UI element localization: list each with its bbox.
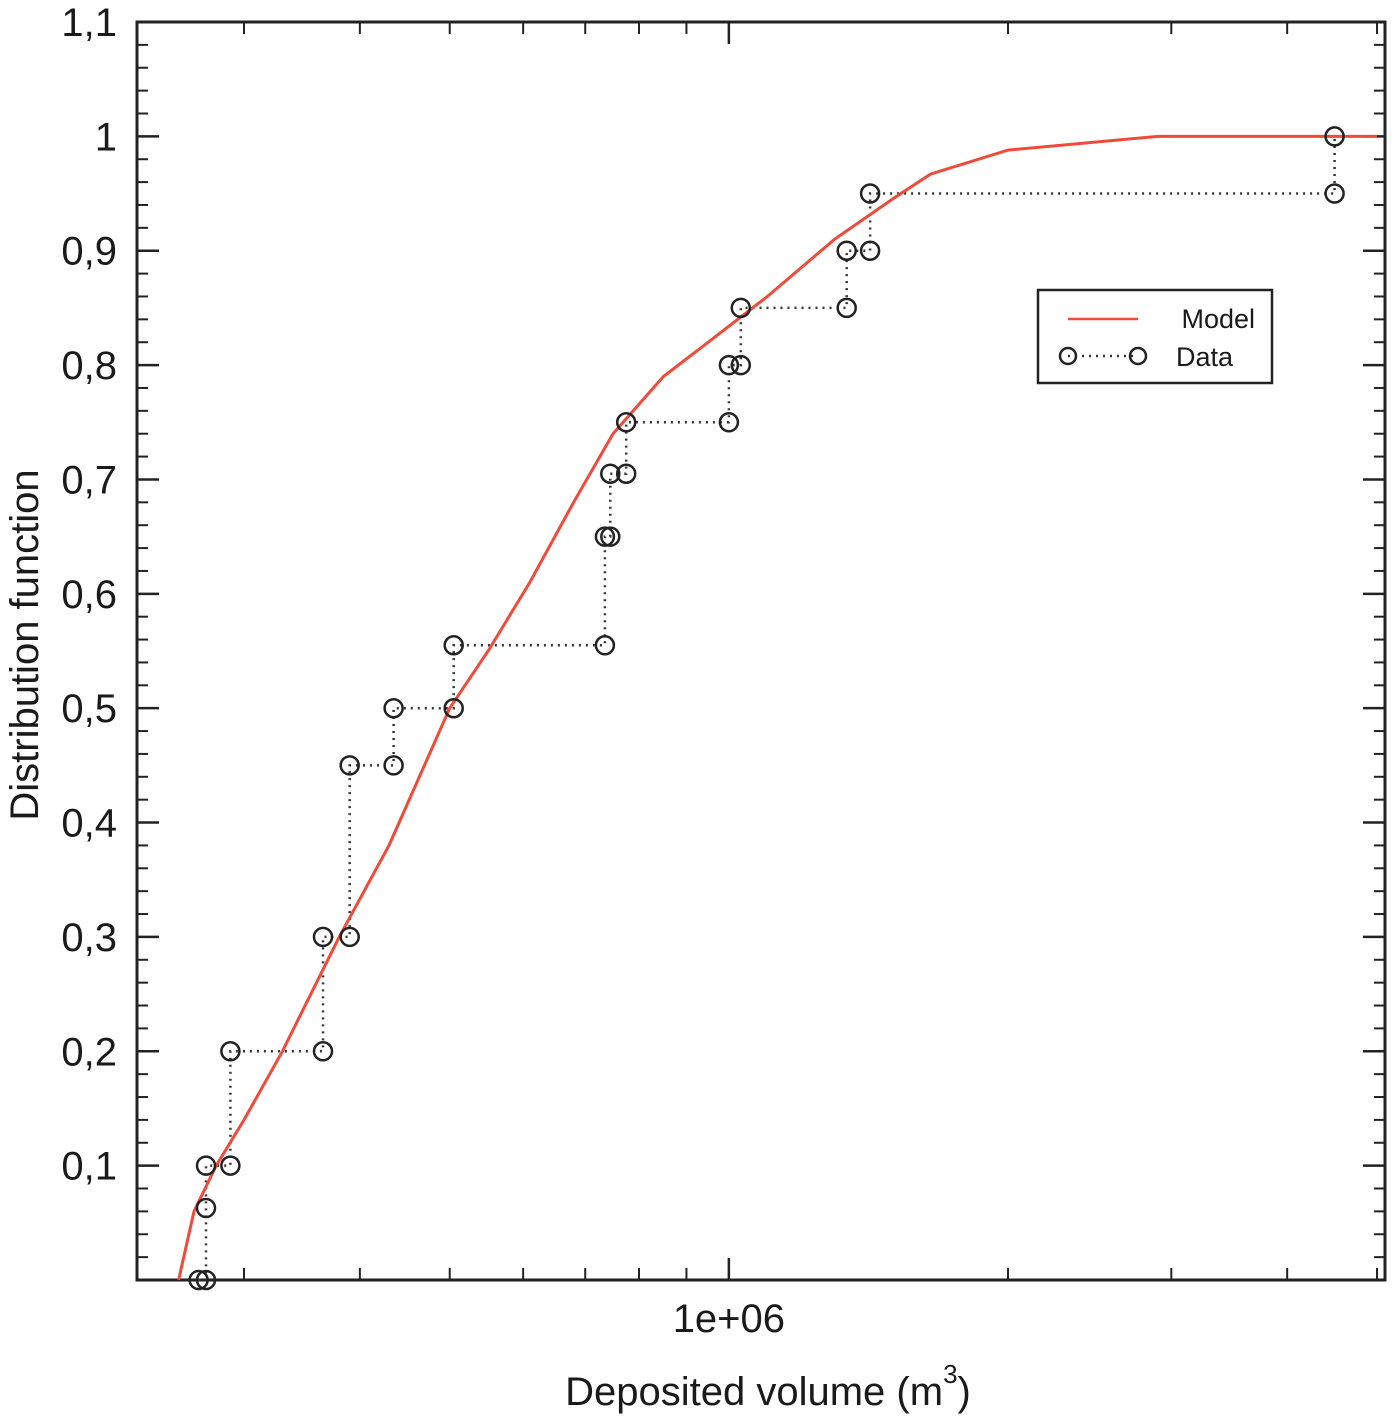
legend-data-label: Data: [1176, 342, 1234, 372]
y-axis-label: Distribution function: [3, 469, 47, 820]
data-point: [339, 926, 360, 948]
y-tick-label: 0,4: [61, 802, 117, 846]
axis-ticks: [137, 20, 1385, 1280]
y-tick-label: 0,6: [61, 573, 117, 617]
data-point: [600, 463, 621, 484]
data-point: [339, 755, 360, 776]
data-point: [383, 755, 404, 776]
y-tick-label: 0,1: [61, 1145, 117, 1189]
series-layer: [177, 126, 1377, 1291]
x-axis-label-superscript: 3: [943, 1359, 957, 1389]
data-point: [600, 526, 621, 547]
data-point: [859, 240, 881, 261]
data-point: [594, 526, 616, 547]
data-point: [859, 183, 881, 204]
y-tick-label: 0,8: [61, 344, 117, 388]
x-axis-label-main: Deposited volume (m: [565, 1370, 943, 1414]
y-tick-label: 0,3: [61, 916, 117, 960]
x-axis-label-suffix: ): [958, 1370, 971, 1414]
data-point: [195, 1197, 217, 1219]
data-point: [730, 354, 752, 376]
data-point: [220, 1041, 241, 1062]
y-tick-label: 1: [95, 115, 117, 159]
y-tick-labels: 0,1 0,2 0,3 0,4 0,5 0,6 0,7 0,8 0,9 1 1,1: [61, 1, 117, 1189]
y-tick-label: 0,7: [61, 458, 117, 502]
y-tick-label: 0,5: [61, 687, 117, 731]
legend-box: [1036, 288, 1274, 385]
data-point: [188, 1269, 209, 1291]
data-point: [1324, 126, 1345, 147]
x-tick-label: 1e+06: [673, 1297, 785, 1341]
legend-data-marker-right: [1128, 346, 1148, 366]
data-point: [195, 1269, 217, 1291]
data-point: [312, 1041, 334, 1062]
y-tick-label: 0,9: [61, 230, 117, 274]
x-tick-labels: 1e+06: [673, 1297, 785, 1341]
model-line: [177, 134, 1377, 1280]
data-point: [718, 412, 740, 433]
data-point: [730, 297, 752, 319]
data-point: [718, 354, 740, 376]
legend: Model Data: [1036, 288, 1274, 385]
data-point: [195, 1155, 217, 1176]
data-point: [443, 635, 464, 656]
plot-frame: [135, 20, 1387, 1282]
data-point: [443, 697, 464, 719]
data-point: [615, 463, 637, 484]
data-point: [594, 635, 616, 656]
y-tick-label: 1,1: [61, 1, 117, 45]
data-point: [615, 412, 637, 433]
data-point: [220, 1155, 241, 1176]
data-point: [383, 697, 404, 719]
y-tick-label: 0,2: [61, 1030, 117, 1074]
data-point: [312, 926, 334, 948]
data-point: [836, 240, 857, 261]
data-point: [1324, 183, 1345, 204]
legend-model-label: Model: [1181, 304, 1255, 334]
legend-data-marker-left: [1058, 346, 1078, 366]
data-point: [836, 297, 857, 319]
x-axis-label: Deposited volume (m3): [565, 1359, 971, 1414]
